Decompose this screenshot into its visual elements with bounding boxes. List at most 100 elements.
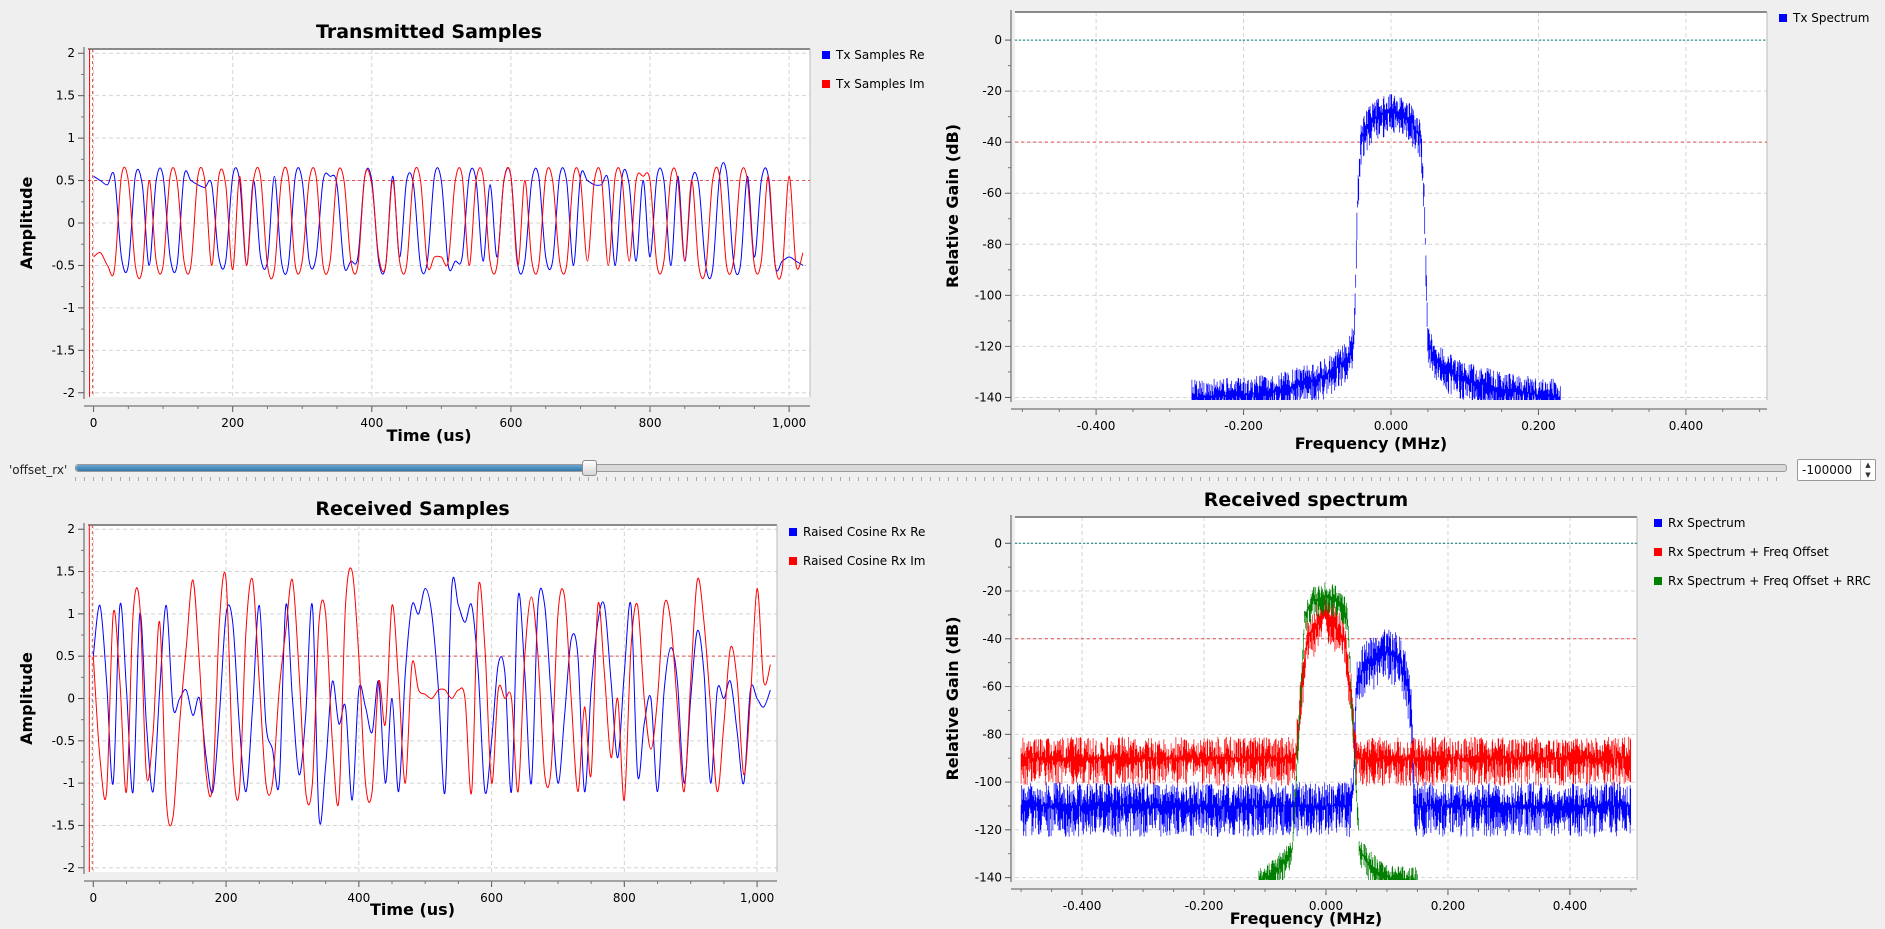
y-tick-label: -80	[982, 237, 1002, 251]
x-tick-label: -0.400	[1063, 899, 1102, 913]
offset-rx-slider[interactable]	[75, 460, 1787, 476]
y-tick-label: -140	[975, 871, 1002, 885]
series-1-spectrum	[1020, 629, 1632, 837]
y-tick-label: -2	[63, 861, 75, 875]
y-tick-label: -2	[63, 386, 75, 400]
x-tick-label: 1,000	[772, 416, 806, 430]
offset-rx-slider-row: 'offset_rx' -100000 ▲ ▼	[0, 456, 1885, 484]
y-tick-label: 1.5	[56, 565, 75, 579]
offset-rx-spinbox[interactable]: -100000 ▲ ▼	[1797, 459, 1876, 481]
legend-swatch	[789, 557, 797, 565]
series-3-spectrum	[1258, 582, 1418, 880]
x-tick-label: 800	[639, 416, 662, 430]
y-tick-label: -80	[982, 727, 1002, 741]
y-tick-label: 0	[67, 216, 75, 230]
x-axis-label: Frequency (MHz)	[1295, 434, 1447, 453]
y-tick-label: 0	[994, 33, 1002, 47]
y-tick-label: -60	[982, 680, 1002, 694]
x-tick-label: 400	[347, 891, 370, 905]
y-tick-label: -140	[975, 390, 1002, 404]
x-tick-label: 200	[221, 416, 244, 430]
x-tick-label: 0.200	[1431, 899, 1465, 913]
x-tick-label: 1,000	[740, 891, 774, 905]
y-tick-label: -40	[982, 135, 1002, 149]
x-tick-label: 800	[613, 891, 636, 905]
y-tick-label: -100	[975, 288, 1002, 302]
y-tick-label: 2	[67, 522, 75, 536]
y-tick-label: -0.5	[52, 734, 75, 748]
y-tick-label: -20	[982, 584, 1002, 598]
slider-ticks	[75, 477, 1785, 481]
x-axis-label: Frequency (MHz)	[1230, 909, 1382, 928]
x-axis-label: Time (us)	[370, 900, 455, 919]
y-tick-label: -120	[975, 823, 1002, 837]
x-tick-label: 200	[215, 891, 238, 905]
spinbox-value[interactable]: -100000	[1802, 463, 1853, 477]
legend-label: Rx Spectrum + Freq Offset	[1668, 545, 1829, 559]
chart-title: Transmitted Samples	[316, 21, 542, 43]
x-axis-label: Time (us)	[386, 426, 471, 445]
x-tick-label: 0.000	[1309, 899, 1343, 913]
y-tick-label: -40	[982, 632, 1002, 646]
legend-swatch	[822, 51, 830, 59]
series-2-line	[93, 166, 804, 280]
y-tick-label: -60	[982, 186, 1002, 200]
offset-rx-label: 'offset_rx'	[9, 463, 68, 477]
x-tick-label: -0.200	[1185, 899, 1224, 913]
series-1-spectrum	[1191, 94, 1561, 400]
x-tick-label: 0	[90, 416, 98, 430]
y-tick-label: -120	[975, 339, 1002, 353]
y-tick-label: -1	[63, 776, 75, 790]
x-tick-label: 0.200	[1521, 419, 1555, 433]
y-tick-label: 2	[67, 46, 75, 60]
y-tick-label: 0	[994, 536, 1002, 550]
legend-label: Tx Samples Re	[835, 48, 925, 62]
legend-label: Tx Spectrum	[1792, 11, 1869, 25]
chart-title: Received spectrum	[1204, 489, 1409, 511]
x-tick-label: 0.400	[1669, 419, 1703, 433]
legend-label: Raised Cosine Rx Im	[803, 554, 925, 568]
chart-1: 2 1.5 1 0.5 0 -0.5 -1 -1.5 -2 0 200 400 600 800 1,000 T…	[17, 21, 925, 445]
legend-swatch	[822, 80, 830, 88]
x-tick-label: 0.000	[1374, 419, 1408, 433]
chart-title: Received Samples	[315, 498, 509, 520]
x-tick-label: -0.400	[1077, 419, 1116, 433]
series-2-spectrum	[1020, 598, 1632, 787]
y-tick-label: -100	[975, 775, 1002, 789]
y-tick-label: 0	[67, 692, 75, 706]
y-tick-label: -20	[982, 84, 1002, 98]
y-tick-label: -0.5	[52, 258, 75, 272]
y-axis-label: Relative Gain (dB)	[943, 124, 962, 288]
legend-swatch	[789, 528, 797, 536]
x-tick-label: -0.200	[1224, 419, 1263, 433]
legend-swatch	[1779, 14, 1787, 22]
y-axis-label: Relative Gain (dB)	[943, 616, 962, 780]
x-tick-label: 0.400	[1553, 899, 1587, 913]
legend-label: Rx Spectrum	[1668, 516, 1745, 530]
arrow-up-icon[interactable]: ▲	[1865, 461, 1871, 469]
y-tick-label: 0.5	[56, 174, 75, 188]
legend-label: Raised Cosine Rx Re	[803, 525, 925, 539]
chart-3: 2 1.5 1 0.5 0 -0.5 -1 -1.5 -2 0 200 400 600 800 1,000 R…	[17, 498, 925, 919]
legend-swatch	[1654, 548, 1662, 556]
y-axis-label: Amplitude	[17, 176, 36, 269]
slider-handle[interactable]	[582, 460, 597, 476]
y-tick-label: -1.5	[52, 343, 75, 357]
series-2-line	[92, 567, 771, 827]
slider-fill	[76, 465, 589, 471]
y-tick-label: 1	[67, 607, 75, 621]
arrow-down-icon[interactable]: ▼	[1865, 471, 1871, 479]
y-tick-label: 1	[67, 131, 75, 145]
x-tick-label: 0	[89, 891, 97, 905]
legend-label: Rx Spectrum + Freq Offset + RRC	[1668, 574, 1871, 588]
chart-2: 0 -20 -40 -60 -80 -100 -120 -140 -0.400 -0.200 0.0…	[943, 10, 1869, 453]
y-axis-label: Amplitude	[17, 652, 36, 745]
legend-swatch	[1654, 577, 1662, 585]
spinbox-buttons: ▲ ▼	[1860, 460, 1875, 480]
y-tick-label: -1.5	[52, 818, 75, 832]
legend-swatch	[1654, 519, 1662, 527]
x-tick-label: 600	[480, 891, 503, 905]
x-tick-label: 600	[499, 416, 522, 430]
x-tick-label: 400	[360, 416, 383, 430]
